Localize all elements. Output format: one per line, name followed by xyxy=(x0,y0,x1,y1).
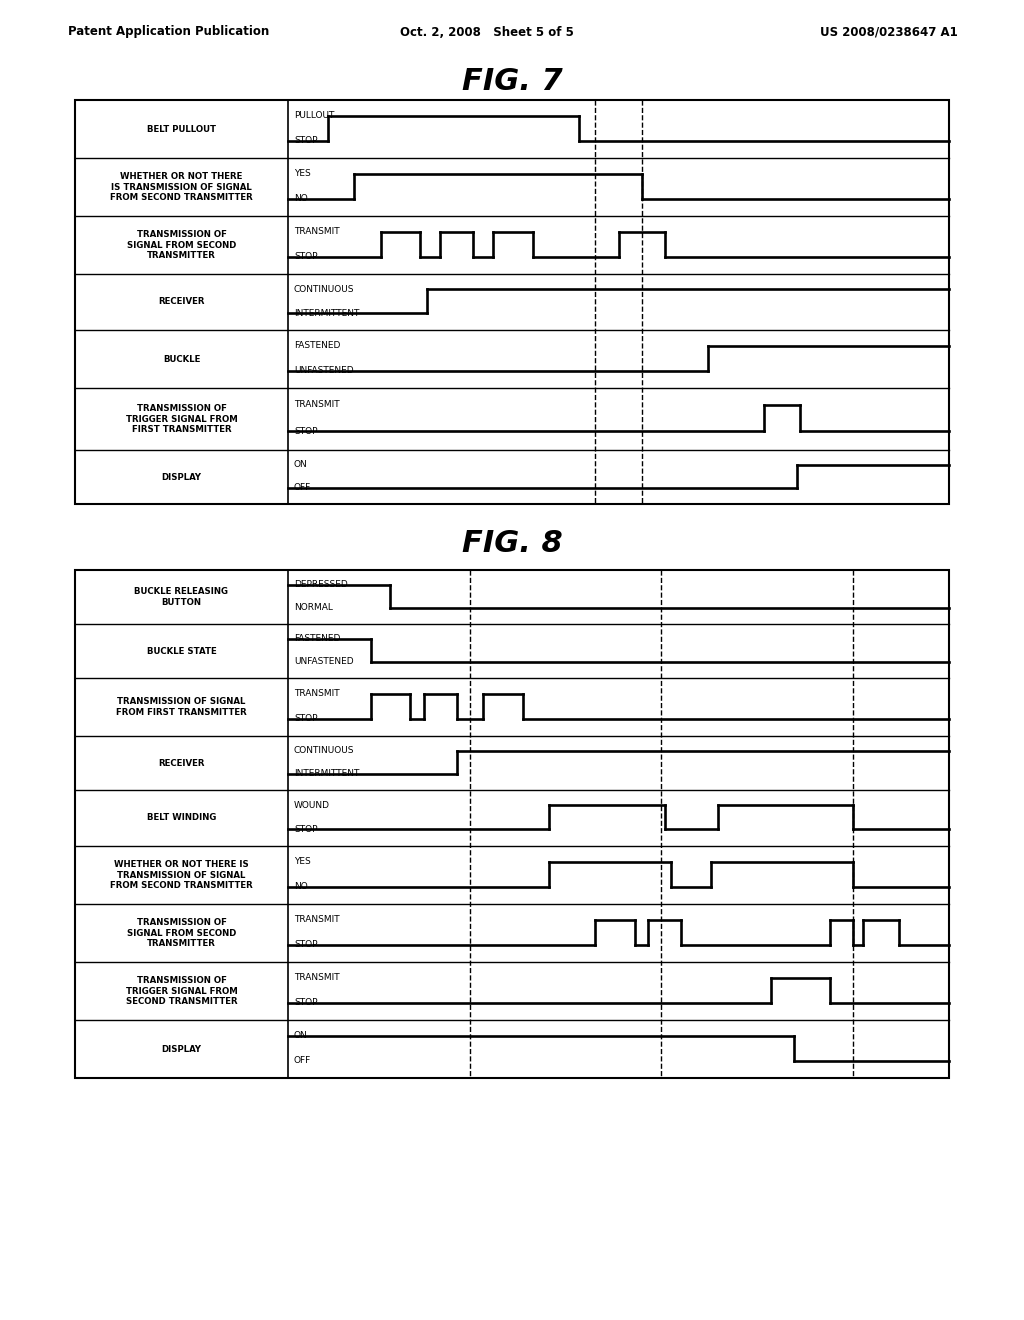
Text: BUCKLE RELEASING
BUTTON: BUCKLE RELEASING BUTTON xyxy=(134,587,228,607)
Text: DEPRESSED: DEPRESSED xyxy=(294,579,348,589)
Text: TRANSMIT: TRANSMIT xyxy=(294,915,340,924)
Text: TRANSMIT: TRANSMIT xyxy=(294,227,340,236)
Text: OFF: OFF xyxy=(294,1056,311,1065)
Text: PULLOUT: PULLOUT xyxy=(294,111,335,120)
Text: YES: YES xyxy=(294,857,310,866)
Text: NO: NO xyxy=(294,194,308,203)
Text: TRANSMIT: TRANSMIT xyxy=(294,400,340,409)
Text: STOP: STOP xyxy=(294,136,317,145)
Text: DISPLAY: DISPLAY xyxy=(162,473,202,482)
Text: YES: YES xyxy=(294,169,310,178)
Text: Oct. 2, 2008   Sheet 5 of 5: Oct. 2, 2008 Sheet 5 of 5 xyxy=(400,25,573,38)
Text: DISPLAY: DISPLAY xyxy=(162,1044,202,1053)
Text: TRANSMISSION OF
SIGNAL FROM SECOND
TRANSMITTER: TRANSMISSION OF SIGNAL FROM SECOND TRANS… xyxy=(127,230,237,260)
Text: WHETHER OR NOT THERE IS
TRANSMISSION OF SIGNAL
FROM SECOND TRANSMITTER: WHETHER OR NOT THERE IS TRANSMISSION OF … xyxy=(111,861,253,890)
Text: STOP: STOP xyxy=(294,252,317,261)
Text: UNFASTENED: UNFASTENED xyxy=(294,657,353,667)
Text: FASTENED: FASTENED xyxy=(294,341,340,350)
Text: BUCKLE: BUCKLE xyxy=(163,355,200,363)
Text: FASTENED: FASTENED xyxy=(294,634,340,643)
Text: UNFASTENED: UNFASTENED xyxy=(294,366,353,375)
Text: INTERMITTENT: INTERMITTENT xyxy=(294,309,359,318)
Text: RECEIVER: RECEIVER xyxy=(159,759,205,767)
Text: BELT PULLOUT: BELT PULLOUT xyxy=(147,124,216,133)
Text: STOP: STOP xyxy=(294,426,317,436)
Text: NORMAL: NORMAL xyxy=(294,603,333,612)
Text: STOP: STOP xyxy=(294,998,317,1007)
Text: TRANSMISSION OF SIGNAL
FROM FIRST TRANSMITTER: TRANSMISSION OF SIGNAL FROM FIRST TRANSM… xyxy=(116,697,247,717)
Text: OFF: OFF xyxy=(294,483,311,492)
Text: ON: ON xyxy=(294,1031,308,1040)
Text: RECEIVER: RECEIVER xyxy=(159,297,205,306)
Text: TRANSMIT: TRANSMIT xyxy=(294,689,340,698)
Text: ON: ON xyxy=(294,461,308,469)
Text: FIG. 7: FIG. 7 xyxy=(462,67,562,96)
Text: INTERMITTENT: INTERMITTENT xyxy=(294,770,359,779)
Text: BUCKLE STATE: BUCKLE STATE xyxy=(146,647,216,656)
Bar xyxy=(75,100,949,504)
Text: US 2008/0238647 A1: US 2008/0238647 A1 xyxy=(820,25,957,38)
Text: TRANSMISSION OF
TRIGGER SIGNAL FROM
FIRST TRANSMITTER: TRANSMISSION OF TRIGGER SIGNAL FROM FIRS… xyxy=(126,404,238,434)
Text: WHETHER OR NOT THERE
IS TRANSMISSION OF SIGNAL
FROM SECOND TRANSMITTER: WHETHER OR NOT THERE IS TRANSMISSION OF … xyxy=(111,172,253,202)
Text: STOP: STOP xyxy=(294,940,317,949)
Text: TRANSMISSION OF
TRIGGER SIGNAL FROM
SECOND TRANSMITTER: TRANSMISSION OF TRIGGER SIGNAL FROM SECO… xyxy=(126,975,238,1006)
Text: Patent Application Publication: Patent Application Publication xyxy=(68,25,269,38)
Text: TRANSMISSION OF
SIGNAL FROM SECOND
TRANSMITTER: TRANSMISSION OF SIGNAL FROM SECOND TRANS… xyxy=(127,919,237,948)
Bar xyxy=(75,570,949,1078)
Text: CONTINUOUS: CONTINUOUS xyxy=(294,746,354,755)
Text: FIG. 8: FIG. 8 xyxy=(462,529,562,558)
Text: BELT WINDING: BELT WINDING xyxy=(146,813,216,822)
Text: TRANSMIT: TRANSMIT xyxy=(294,973,340,982)
Text: WOUND: WOUND xyxy=(294,801,330,809)
Text: STOP: STOP xyxy=(294,825,317,834)
Text: NO: NO xyxy=(294,882,308,891)
Text: STOP: STOP xyxy=(294,714,317,723)
Text: CONTINUOUS: CONTINUOUS xyxy=(294,285,354,293)
